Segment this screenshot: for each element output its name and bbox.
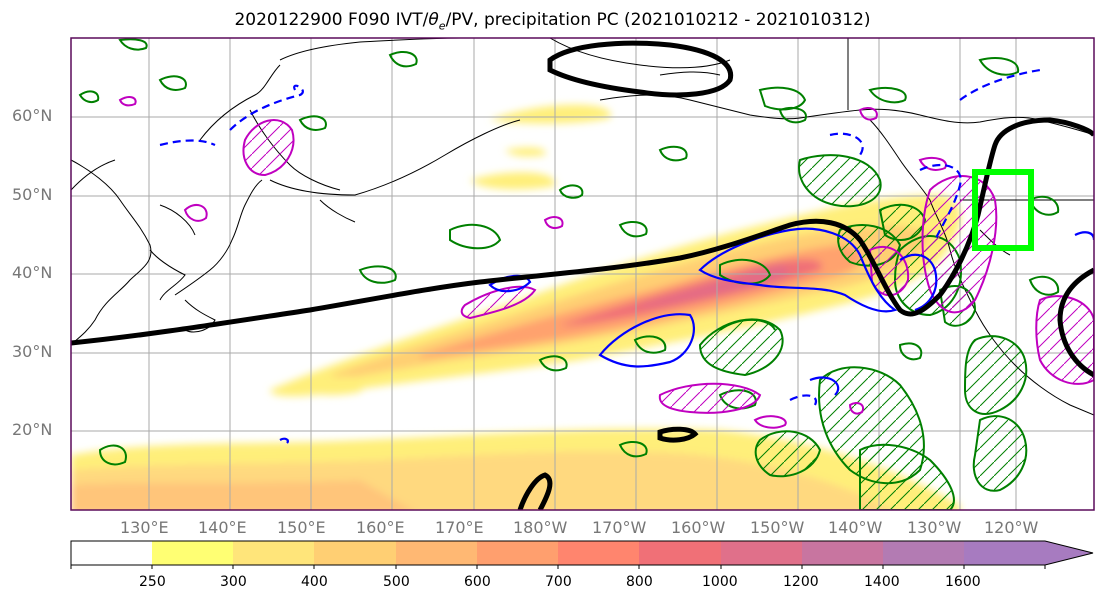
colorbar-bin-1 <box>152 541 233 565</box>
title-theta-sub: e <box>438 19 446 33</box>
lon-label-120w: 120°W <box>984 518 1039 537</box>
colorbar-bin-0 <box>71 541 152 565</box>
theta-e-contours <box>71 40 1094 510</box>
lat-label-20n: 20°N <box>12 420 53 439</box>
colorbar-tick-300: 300 <box>220 574 247 590</box>
lon-label-150w: 150°W <box>750 518 805 537</box>
lon-label-160w: 160°W <box>671 518 726 537</box>
lat-label-50n: 50°N <box>12 185 53 204</box>
lon-label-160e: 160°E <box>356 518 405 537</box>
colorbar-bin-4 <box>396 541 477 565</box>
colorbar-bin-10 <box>883 541 964 565</box>
colorbar-tick-700: 700 <box>545 574 572 590</box>
lat-label-60n: 60°N <box>12 106 53 125</box>
lon-label-140w: 140°W <box>828 518 883 537</box>
pv-contours-dashed <box>159 68 1041 406</box>
colorbar-tick-800: 800 <box>626 574 653 590</box>
lon-label-170e: 170°E <box>435 518 484 537</box>
title-theta: θ <box>428 10 439 30</box>
colorbar-bin-6 <box>558 541 639 565</box>
title-prefix: 2020122900 F090 IVT/ <box>234 10 429 30</box>
map-border <box>70 37 1095 511</box>
colorbar-tick-250: 250 <box>139 574 166 590</box>
title-suffix: /PV, precipitation PC (2021010212 - 2021… <box>445 10 871 30</box>
lon-label-130w: 130°W <box>907 518 962 537</box>
colorbar-outline <box>70 540 1094 566</box>
colorbar-tick-1400: 1400 <box>864 574 900 590</box>
lon-label-170w: 170°W <box>592 518 647 537</box>
colorbar-bin-2 <box>233 541 314 565</box>
colorbar-tick-1600: 1600 <box>945 574 981 590</box>
colorbar-tick-500: 500 <box>383 574 410 590</box>
ivt-shading <box>71 104 961 510</box>
colorbar-tick-600: 600 <box>464 574 491 590</box>
colorbar-bin-7 <box>639 541 721 565</box>
lat-label-40n: 40°N <box>12 263 53 282</box>
map-title: 2020122900 F090 IVT/θe/PV, precipitation… <box>0 10 1105 32</box>
lon-label-150e: 150°E <box>277 518 326 537</box>
colorbar-bin-3 <box>314 541 396 565</box>
lat-label-30n: 30°N <box>12 342 53 361</box>
colorbar-bin-5 <box>477 541 558 565</box>
colorbar-bin-8 <box>721 541 802 565</box>
colorbar-tick-1000: 1000 <box>702 574 738 590</box>
lon-label-140e: 140°E <box>198 518 247 537</box>
colorbar-extend-arrow <box>964 541 1093 565</box>
colorbar-tick-1200: 1200 <box>783 574 819 590</box>
colorbar <box>70 540 1094 569</box>
colorbar-bin-9 <box>802 541 883 565</box>
precip-pc-positive-contours <box>698 86 1028 510</box>
lon-label-130e: 130°E <box>120 518 169 537</box>
colorbar-tick-400: 400 <box>301 574 328 590</box>
lon-label-180w: 180°W <box>513 518 568 537</box>
target-region-box <box>972 169 1034 251</box>
